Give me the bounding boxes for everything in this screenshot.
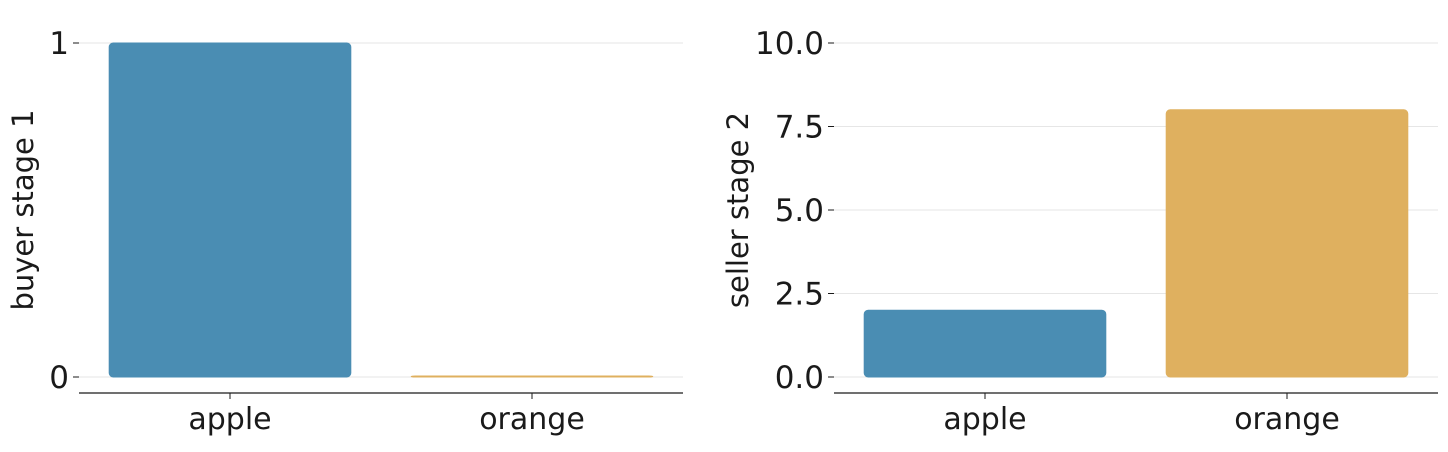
y-axis-title: seller stage 2 [721,112,755,308]
x-category-label: apple [943,402,1026,437]
x-category-label: apple [188,402,271,437]
y-tick-label: 1 [49,26,69,62]
y-tick-label: 5.0 [775,193,824,229]
bar-apple [108,42,352,378]
bar-orange [1165,109,1409,378]
y-tick-label: 10.0 [755,26,824,62]
bar-apple [863,309,1107,378]
y-tick-label: 0.0 [775,360,824,396]
y-tick-label: 0 [49,360,69,396]
bar-orange [410,375,654,378]
x-category-label: orange [1234,402,1340,437]
y-tick-label: 7.5 [775,110,824,146]
y-tick-label: 2.5 [775,277,824,313]
y-axis-title: buyer stage 1 [6,109,40,310]
x-category-label: orange [479,402,585,437]
